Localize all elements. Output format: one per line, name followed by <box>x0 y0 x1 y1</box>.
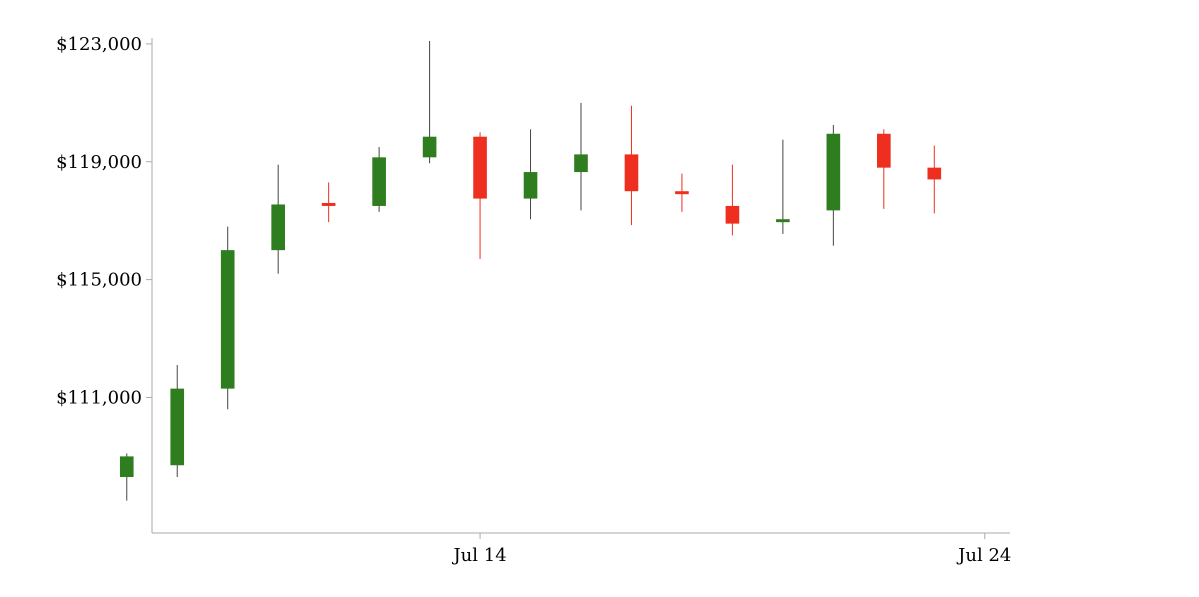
candle <box>220 226 235 410</box>
candle-body <box>523 172 538 199</box>
candle-body <box>826 133 841 211</box>
candle-body <box>776 219 790 223</box>
candle-body <box>119 456 134 478</box>
x-tick-label: Jul 14 <box>451 545 506 566</box>
candle-body <box>422 136 437 158</box>
candle <box>877 129 891 209</box>
y-tick-label: $119,000 <box>56 152 142 173</box>
candle-body <box>725 205 740 224</box>
x-tick-label: Jul 24 <box>956 545 1011 566</box>
candle-body <box>624 154 639 192</box>
candle-body <box>473 136 487 199</box>
candle <box>523 129 538 220</box>
candle-body <box>170 388 185 466</box>
candle <box>271 164 285 274</box>
y-tick-label: $115,000 <box>56 270 142 291</box>
candle <box>776 139 790 234</box>
candle <box>927 145 942 214</box>
candle-body <box>271 204 285 251</box>
candle <box>624 105 639 226</box>
axes: $111,000 $115,000 $119,000 $123,000 Jul 14 Ju… <box>56 34 1011 566</box>
candle-body <box>220 250 235 389</box>
candle <box>321 182 336 223</box>
candle <box>119 453 134 501</box>
candle <box>422 40 437 164</box>
candle <box>574 102 588 211</box>
candle-body <box>372 157 386 206</box>
candle-body <box>321 203 336 206</box>
candle <box>725 164 740 236</box>
candle-body <box>927 167 942 180</box>
candle <box>675 173 689 212</box>
candle <box>372 147 386 212</box>
candles <box>119 40 942 501</box>
candle <box>826 124 841 246</box>
candle-body <box>675 191 689 195</box>
candle-body <box>574 154 588 173</box>
y-tick-label: $123,000 <box>56 34 142 55</box>
y-tick-label: $111,000 <box>56 387 142 408</box>
candle <box>170 365 185 478</box>
candle <box>473 132 487 259</box>
candle-body <box>877 133 891 168</box>
